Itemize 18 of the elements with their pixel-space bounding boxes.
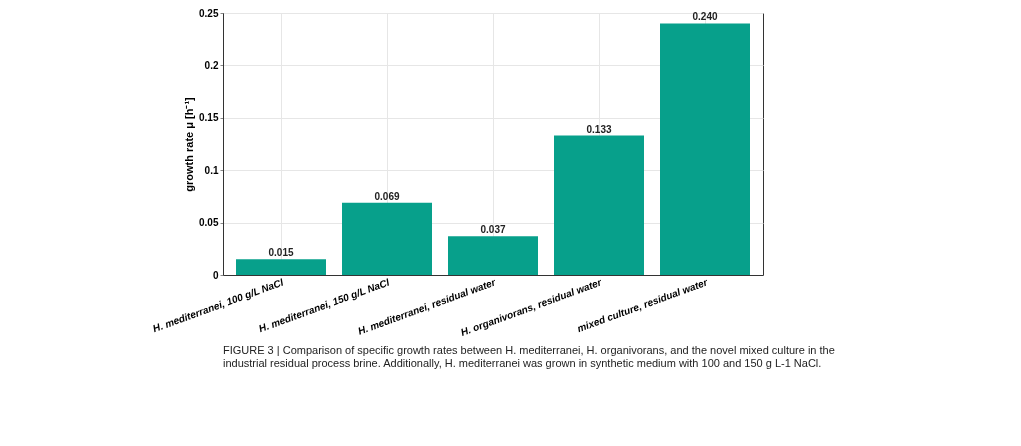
data-label: 0.069 — [374, 190, 400, 202]
y-tick-label: 0.05 — [199, 217, 219, 229]
data-label: 0.240 — [692, 11, 718, 23]
y-axis-title: growth rate μ [h⁻¹] — [183, 96, 196, 192]
y-tick-label: 0.1 — [204, 164, 219, 176]
bar — [554, 135, 644, 275]
data-label: 0.133 — [586, 123, 612, 135]
y-tick-label: 0.25 — [199, 7, 219, 19]
caption: FIGURE 3 | Comparison of specific growth rates between H. mediterranei, H. organivorans, and the novel mixed culture in the industrial residual process brine. Additionally, H. mediterranei was grown in synthetic medium with 100 and 150 g L-1 NaCl. — [223, 344, 835, 370]
y-tick-label: 0.2 — [204, 59, 219, 71]
bar — [660, 23, 750, 275]
data-label: 0.037 — [480, 224, 506, 236]
bar — [342, 202, 432, 275]
data-label: 0.015 — [268, 247, 294, 259]
bar — [448, 236, 538, 275]
bar — [236, 259, 326, 275]
y-tick-label: 0.15 — [199, 112, 219, 124]
y-tick-label: 0 — [212, 269, 219, 281]
